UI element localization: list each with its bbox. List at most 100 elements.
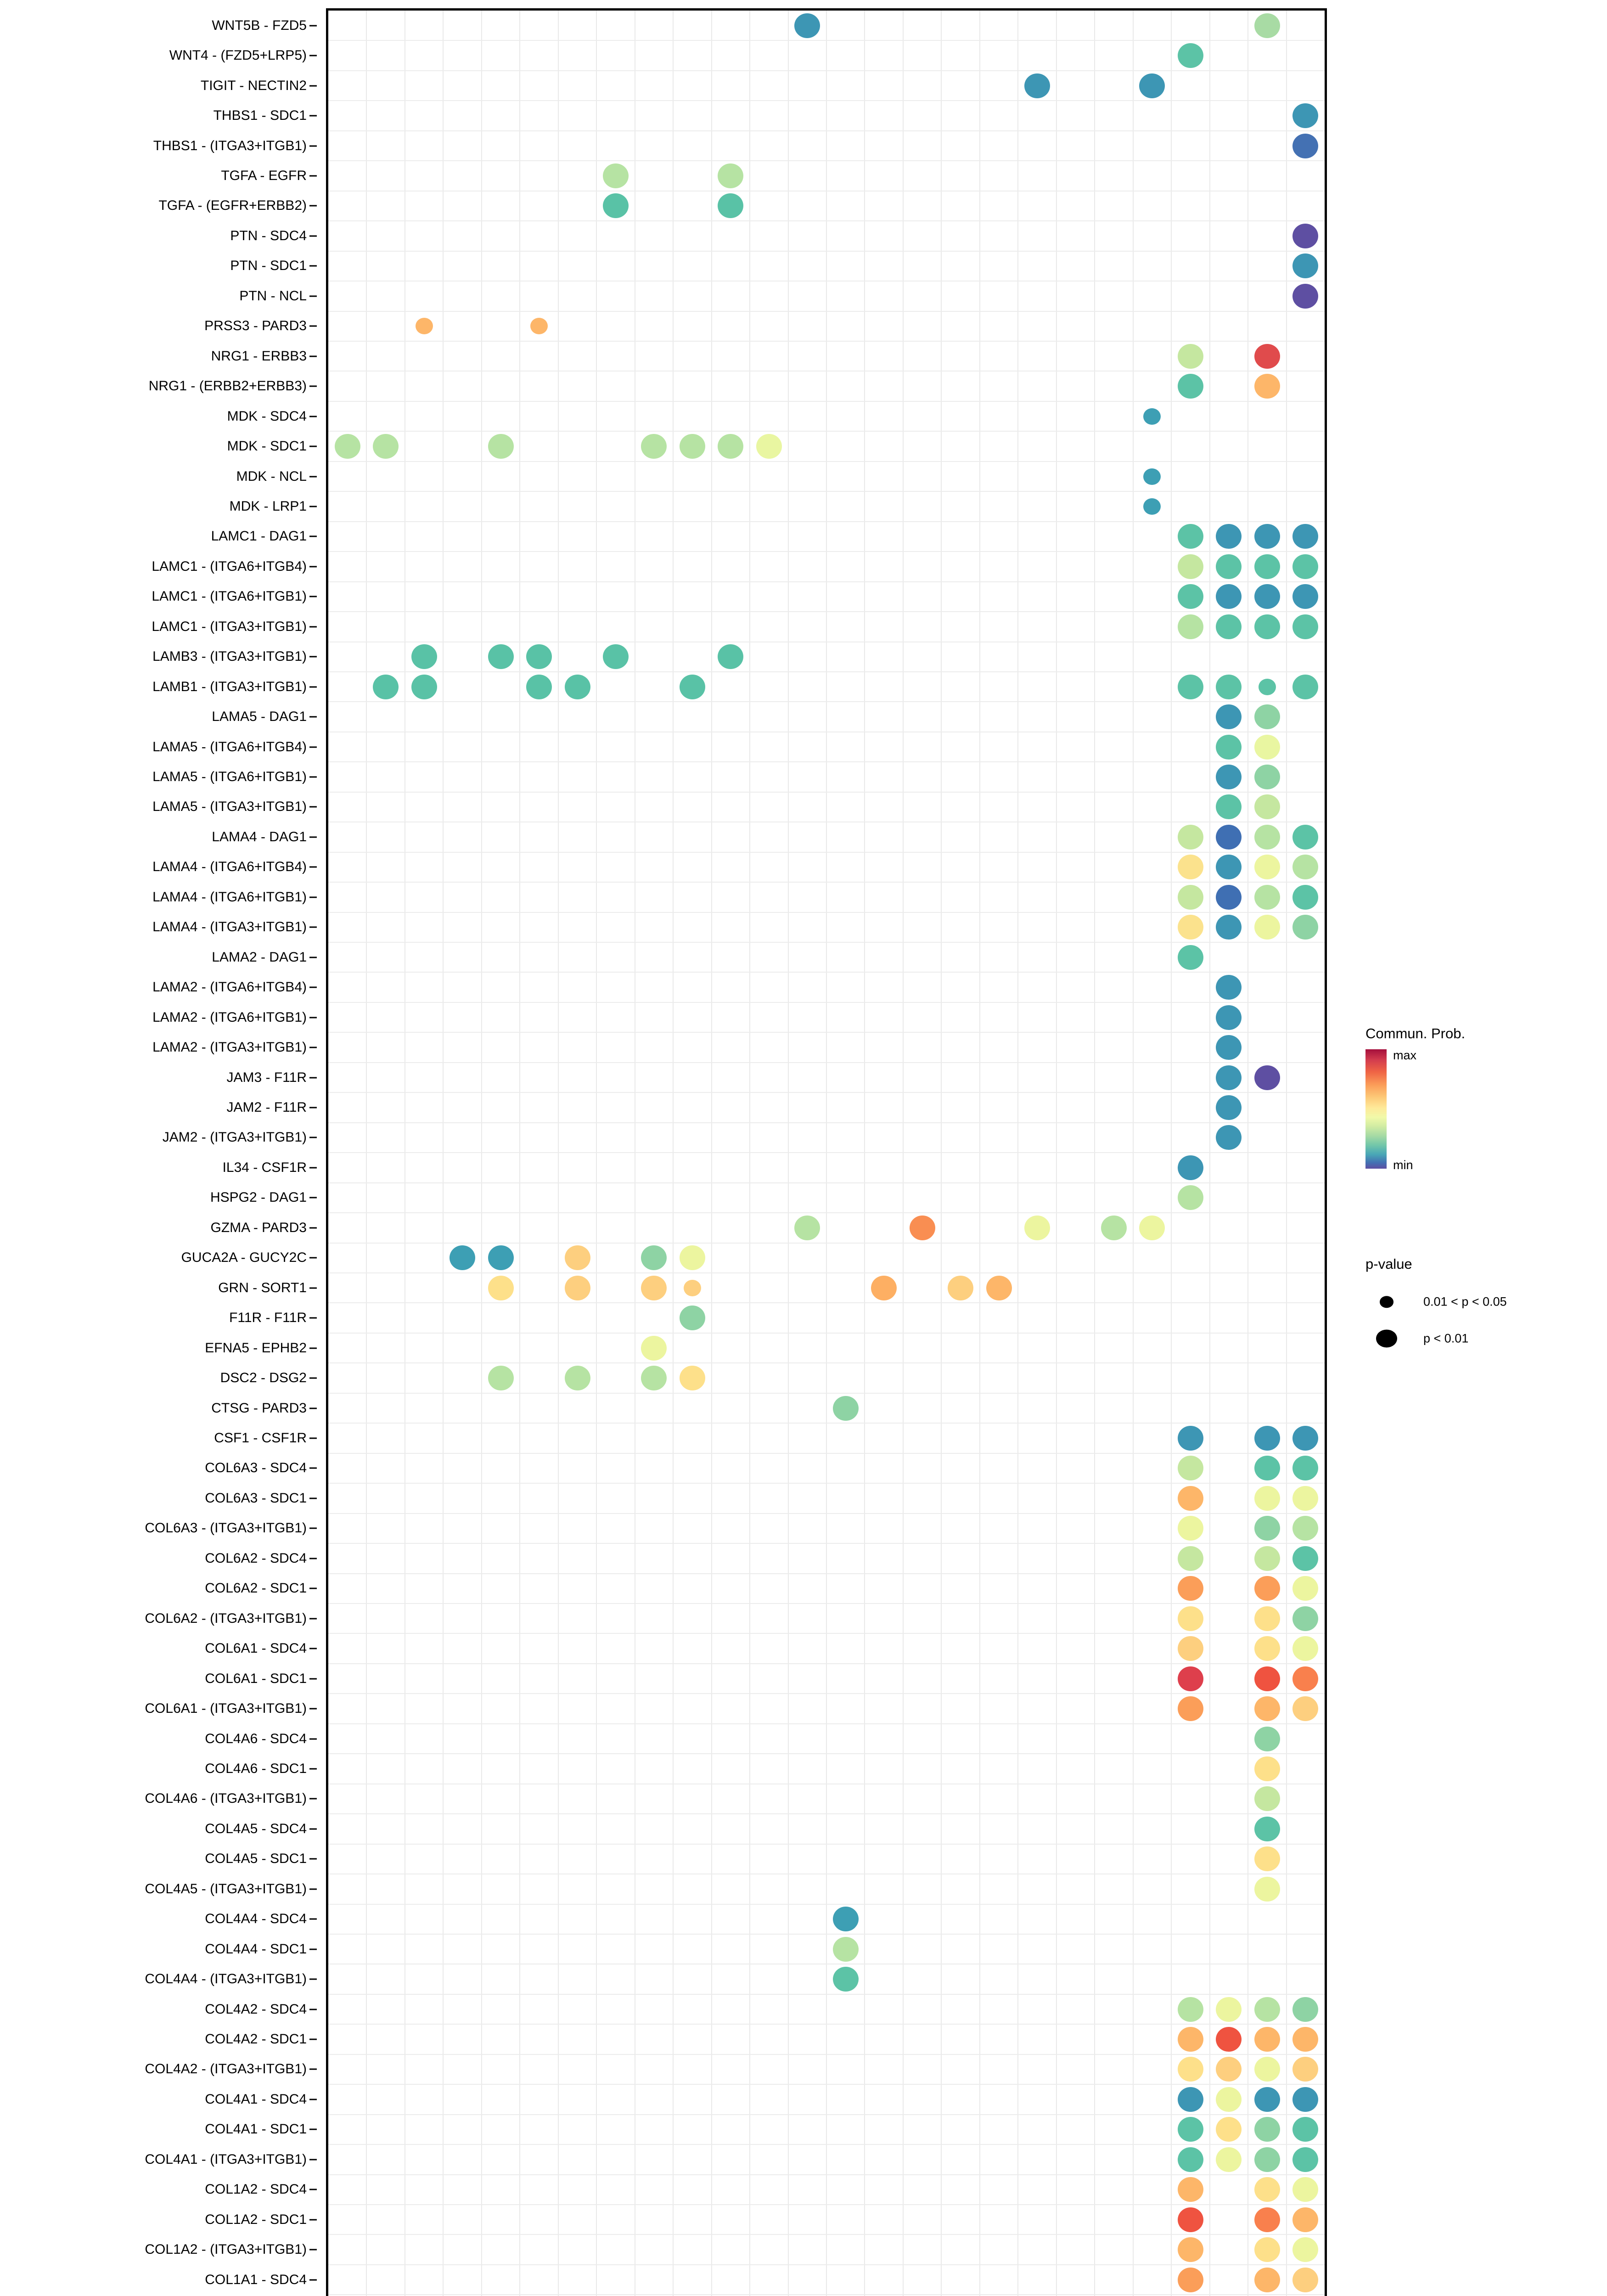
- gridline-horizontal: [328, 1843, 1325, 1845]
- gridline-horizontal: [328, 1122, 1325, 1123]
- bubble-point: [679, 1245, 705, 1271]
- y-axis-tick-label: COL1A2 - (ITGA3+ITGB1): [145, 2242, 307, 2257]
- bubble-point: [1216, 2057, 1242, 2082]
- bubble-point: [1292, 1425, 1319, 1451]
- bubble-point: [871, 1275, 897, 1300]
- bubble-point: [1292, 915, 1319, 940]
- y-axis-tick: [309, 2159, 317, 2161]
- y-axis-tick-label: MDK - NCL: [236, 468, 307, 484]
- gridline-horizontal: [328, 2024, 1325, 2025]
- gridline-horizontal: [328, 611, 1325, 613]
- gridline-vertical: [902, 11, 904, 2296]
- bubble-point: [1258, 678, 1276, 695]
- y-axis-tick: [309, 175, 317, 177]
- gridline-vertical: [1171, 11, 1172, 2296]
- gridline-vertical: [481, 11, 482, 2296]
- y-axis-tick-label: LAMA4 - (ITGA6+ITGB1): [152, 889, 307, 905]
- gridline-horizontal: [328, 1663, 1325, 1664]
- y-axis-tick-label: COL4A2 - SDC4: [205, 2001, 307, 2017]
- y-axis-tick-label: COL4A6 - SDC1: [205, 1761, 307, 1776]
- bubble-point: [1216, 1005, 1242, 1030]
- y-axis-tick: [309, 535, 317, 537]
- bubble-point: [1254, 704, 1280, 730]
- bubble-point: [1216, 975, 1242, 1000]
- gridline-horizontal: [328, 1513, 1325, 1514]
- y-axis-tick: [309, 1287, 317, 1289]
- bubble-point: [1177, 524, 1203, 549]
- bubble-point: [1254, 2207, 1280, 2232]
- gridline-vertical: [979, 11, 980, 2296]
- gridline-vertical: [1056, 11, 1057, 2296]
- bubble-point: [1292, 253, 1319, 279]
- y-axis-tick: [309, 205, 317, 207]
- y-axis-tick: [309, 145, 317, 147]
- bubble-point: [1177, 584, 1203, 609]
- y-axis-tick-label: COL4A6 - SDC4: [205, 1731, 307, 1746]
- bubble-point: [1216, 1125, 1242, 1150]
- y-axis-tick-label: COL4A4 - SDC4: [205, 1911, 307, 1927]
- y-axis-tick-label: COL4A2 - SDC1: [205, 2032, 307, 2047]
- y-axis-tick: [309, 1798, 317, 1800]
- bubble-point: [1216, 2087, 1242, 2112]
- y-axis-tick: [309, 596, 317, 597]
- y-axis-tick-label: LAMA4 - DAG1: [212, 829, 307, 844]
- bubble-point: [1292, 2237, 1319, 2262]
- y-axis-tick: [309, 1618, 317, 1620]
- bubble-point: [1254, 734, 1280, 760]
- gridline-vertical: [1286, 11, 1287, 2296]
- bubble-point: [1177, 855, 1203, 880]
- y-axis-tick: [309, 2128, 317, 2130]
- pvalue-legend-title: p-value: [1365, 1256, 1412, 1272]
- y-axis-tick-label: COL6A2 - (ITGA3+ITGB1): [145, 1610, 307, 1626]
- y-axis-tick-label: HSPG2 - DAG1: [210, 1190, 307, 1205]
- y-axis-tick-label: COL4A5 - (ITGA3+ITGB1): [145, 1881, 307, 1896]
- bubble-point: [1292, 1666, 1319, 1691]
- y-axis-tick-label: LAMA2 - (ITGA6+ITGB1): [152, 1009, 307, 1025]
- gridline-horizontal: [328, 882, 1325, 883]
- gridline-horizontal: [328, 1543, 1325, 1544]
- bubble-point: [1292, 674, 1319, 699]
- y-axis-tick: [309, 1738, 317, 1739]
- bubble-point: [373, 674, 399, 699]
- y-axis-tick: [309, 806, 317, 808]
- bubble-point: [1254, 1065, 1280, 1090]
- bubble-point: [641, 434, 667, 459]
- bubble-point: [411, 674, 437, 699]
- bubble-point: [1292, 1696, 1319, 1722]
- y-axis-tick-label: COL6A3 - (ITGA3+ITGB1): [145, 1520, 307, 1536]
- y-axis-tick: [309, 1768, 317, 1770]
- y-axis-tick-label: COL6A3 - SDC4: [205, 1460, 307, 1476]
- pvalue-legend-label: 0.01 < p < 0.05: [1423, 1294, 1507, 1309]
- bubble-point: [1292, 884, 1319, 910]
- y-axis-tick-label: LAMB3 - (ITGA3+ITGB1): [152, 649, 307, 664]
- y-axis-tick: [309, 1978, 317, 1980]
- bubble-point: [1216, 1065, 1242, 1090]
- y-axis-tick-label: GUCA2A - GUCY2C: [181, 1250, 307, 1266]
- bubble-point: [526, 644, 552, 670]
- bubble-point: [488, 1275, 514, 1300]
- gridline-horizontal: [328, 2174, 1325, 2175]
- y-axis-tick-label: JAM3 - F11R: [226, 1069, 307, 1085]
- y-axis-tick: [309, 1918, 317, 1920]
- bubble-point: [1143, 498, 1161, 515]
- y-axis-tick-label: EFNA5 - EPHB2: [205, 1340, 307, 1356]
- gridline-horizontal: [328, 1362, 1325, 1364]
- bubble-point: [1177, 1425, 1203, 1451]
- y-axis-tick: [309, 656, 317, 658]
- gridline-horizontal: [328, 1272, 1325, 1273]
- bubble-point: [641, 1275, 667, 1300]
- y-axis-tick-label: WNT5B - FZD5: [212, 17, 307, 33]
- y-axis-tick: [309, 686, 317, 688]
- bubble-point: [1177, 2177, 1203, 2202]
- gridline-horizontal: [328, 491, 1325, 492]
- bubble-point: [1254, 1726, 1280, 1751]
- bubble-point: [679, 674, 705, 699]
- bubble-point: [1254, 1876, 1280, 1902]
- y-axis-tick-label: LAMA2 - (ITGA6+ITGB4): [152, 979, 307, 995]
- bubble-point: [756, 434, 782, 459]
- gridline-horizontal: [328, 1603, 1325, 1604]
- bubble-point: [1177, 915, 1203, 940]
- bubble-point: [1177, 2117, 1203, 2142]
- bubble-point: [1292, 1997, 1319, 2022]
- y-axis-tick-label: THBS1 - SDC1: [213, 108, 307, 124]
